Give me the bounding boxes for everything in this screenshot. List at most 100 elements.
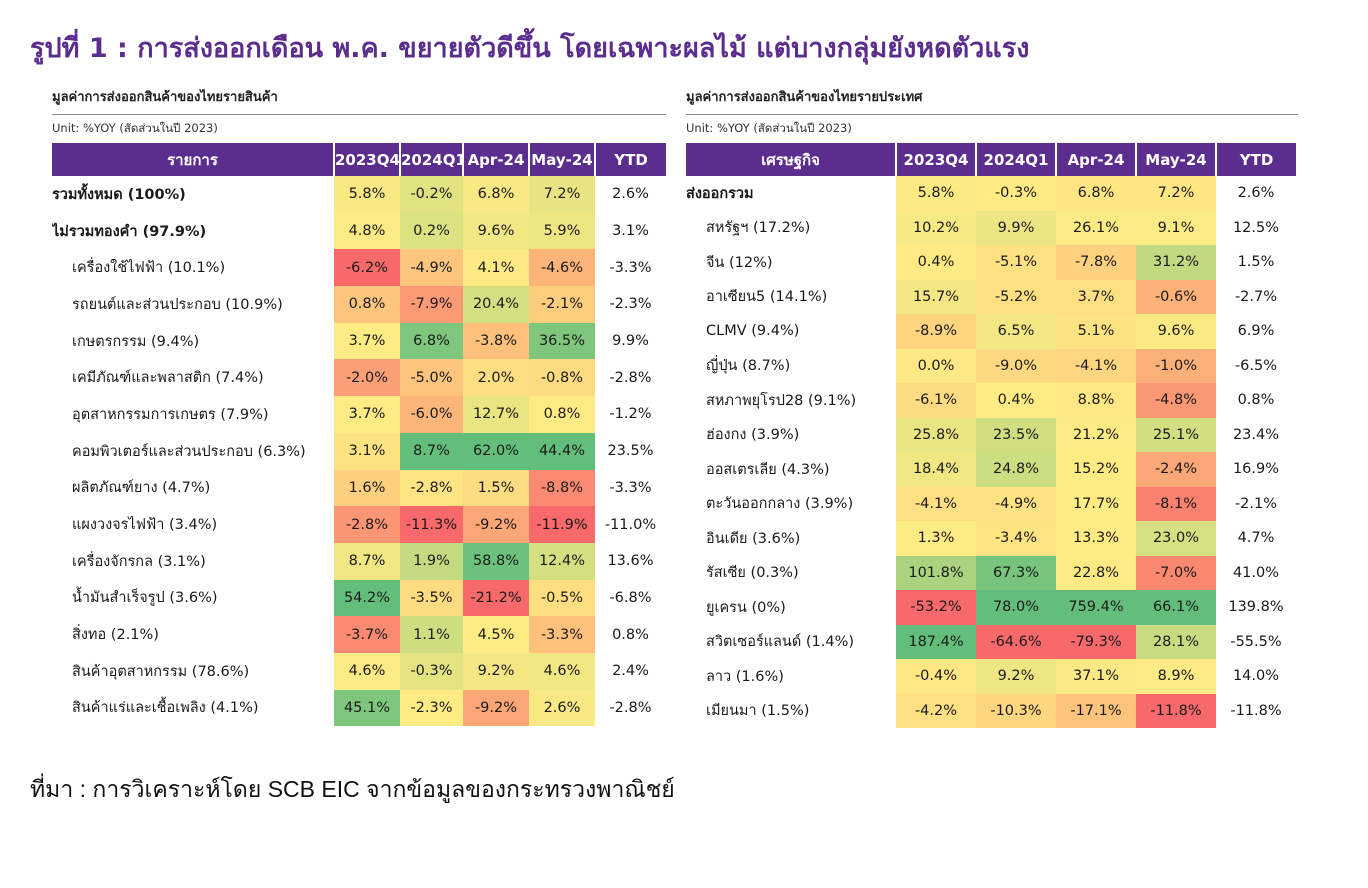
heat-cell: 0.8%: [334, 286, 400, 323]
heat-cell: 23.5%: [976, 417, 1056, 452]
row-label: รถยนต์และส่วนประกอบ (10.9%): [72, 296, 283, 313]
column-header: เศรษฐกิจ: [686, 143, 897, 176]
column-header: 2023Q4: [896, 143, 977, 176]
row-label: ส่งออกรวม: [686, 185, 754, 202]
heat-cell: 8.7%: [400, 432, 463, 470]
row-label: สหรัฐฯ (17.2%): [706, 220, 811, 237]
heat-cell: 7.2%: [1136, 176, 1216, 211]
row-label: เกษตรกรรม (9.4%): [72, 333, 200, 350]
heat-cell: -4.2%: [896, 693, 976, 728]
ytd-cell: 13.6%: [595, 542, 666, 580]
ytd-cell: 4.7%: [1216, 521, 1296, 556]
product-heat-table: รายการ 2023Q4 2024Q1 Apr-24 May-24 YTD รวมทั้ง…: [52, 143, 666, 727]
heat-cell: 54.2%: [334, 579, 400, 617]
heat-cell: -6.2%: [334, 249, 400, 287]
heat-cell: 6.8%: [463, 176, 529, 213]
table-row: แผงวงจรไฟฟ้า (3.4%) -2.8% -11.3% -9.2% -11.9…: [52, 506, 666, 543]
heat-cell: -53.2%: [896, 590, 976, 625]
column-header: May-24: [1136, 143, 1217, 176]
heat-cell: 4.8%: [334, 212, 400, 250]
ytd-cell: 139.8%: [1216, 590, 1296, 625]
heat-cell: -2.4%: [1136, 452, 1216, 487]
product-table-divider: [52, 114, 666, 115]
table-row: เคมีภัณฑ์และพลาสติก (7.4%) -2.0% -5.0% 2.0%…: [52, 359, 666, 397]
heat-cell: 5.1%: [1056, 314, 1136, 349]
table-row: ส่งออกรวม 5.8% -0.3% 6.8% 7.2% 2.6%: [686, 176, 1296, 211]
heat-cell: 5.9%: [529, 212, 595, 250]
table-row: อินเดีย (3.6%) 1.3% -3.4% 13.3% 23.0% 4.7%: [686, 521, 1296, 556]
table-row: สหรัฐฯ (17.2%) 10.2% 9.9% 26.1% 9.1% 12.5%: [686, 210, 1296, 245]
heat-cell: -6.0%: [400, 396, 463, 433]
row-label: อุตสาหกรรมการเกษตร (7.9%): [72, 406, 269, 423]
table-row: น้ำมันสำเร็จรูป (3.6%) 54.2% -3.5% -21.2% -0…: [52, 579, 666, 617]
heat-cell: 62.0%: [463, 432, 529, 470]
heat-cell: -3.5%: [400, 579, 463, 617]
ytd-cell: -2.8%: [595, 689, 666, 727]
heat-cell: -7.8%: [1056, 245, 1136, 280]
table-row: สินค้าอุตสาหกรรม (78.6%) 4.6% -0.3% 9.2% 4.6…: [52, 652, 666, 690]
heat-cell: 3.7%: [334, 322, 400, 360]
heat-cell: 25.1%: [1136, 417, 1216, 452]
heat-cell: 9.2%: [463, 652, 529, 690]
ytd-cell: 2.4%: [595, 652, 666, 690]
ytd-cell: 0.8%: [595, 616, 666, 653]
row-label: เครื่องจักรกล (3.1%): [72, 553, 206, 570]
row-label: ฮ่องกง (3.9%): [706, 427, 800, 444]
heat-cell: 1.1%: [400, 616, 463, 653]
ytd-cell: -6.8%: [595, 579, 666, 617]
heat-cell: -5.2%: [976, 279, 1056, 314]
heat-cell: 0.4%: [976, 383, 1056, 418]
table-row: ญี่ปุ่น (8.7%) 0.0% -9.0% -4.1% -1.0% -6.5%: [686, 348, 1296, 383]
heat-cell: -0.8%: [529, 359, 595, 397]
ytd-cell: 3.1%: [595, 212, 666, 250]
row-label: อินเดีย (3.6%): [706, 530, 801, 547]
heat-cell: 12.7%: [463, 396, 529, 433]
column-header: 2023Q4: [334, 143, 401, 176]
heat-cell: -11.8%: [1136, 693, 1216, 728]
ytd-cell: -11.8%: [1216, 693, 1296, 728]
row-label: ออสเตรเลีย (4.3%): [706, 461, 830, 478]
row-label: เคมีภัณฑ์และพลาสติก (7.4%): [72, 370, 264, 387]
figure-title: รูปที่ 1 : การส่งออกเดือน พ.ค. ขยายตัวดี…: [30, 33, 1030, 64]
table-row: ผลิตภัณฑ์ยาง (4.7%) 1.6% -2.8% 1.5% -8.8% -3.…: [52, 469, 666, 507]
row-label: ยูเครน (0%): [706, 599, 786, 616]
table-row: เครื่องจักรกล (3.1%) 8.7% 1.9% 58.8% 12.4% 13…: [52, 542, 666, 580]
ytd-cell: 23.5%: [595, 432, 666, 470]
heat-cell: -9.2%: [463, 506, 529, 543]
row-label: อาเซียน5 (14.1%): [706, 289, 828, 306]
heat-cell: 8.8%: [1056, 383, 1136, 418]
heat-cell: -17.1%: [1056, 693, 1136, 728]
row-label: จีน (12%): [706, 254, 773, 271]
heat-cell: -0.6%: [1136, 279, 1216, 314]
column-header: Apr-24: [463, 143, 530, 176]
heat-cell: 9.6%: [1136, 314, 1216, 349]
table-row: ยูเครน (0%) -53.2% 78.0% 759.4% 66.1% 139.8%: [686, 590, 1296, 625]
heat-cell: -0.3%: [976, 176, 1056, 211]
table-row: ลาว (1.6%) -0.4% 9.2% 37.1% 8.9% 14.0%: [686, 659, 1296, 694]
heat-cell: 4.6%: [529, 652, 595, 690]
heat-cell: 9.2%: [976, 659, 1056, 694]
heat-cell: -0.3%: [400, 652, 463, 690]
table-row: ตะวันออกกลาง (3.9%) -4.1% -4.9% 17.7% -8.1% -…: [686, 486, 1296, 521]
table-row: CLMV (9.4%) -8.9% 6.5% 5.1% 9.6% 6.9%: [686, 314, 1296, 349]
row-label: ไม่รวมทองคำ (97.9%): [52, 223, 207, 240]
heat-cell: 44.4%: [529, 432, 595, 470]
row-label: ผลิตภัณฑ์ยาง (4.7%): [72, 480, 211, 497]
ytd-cell: -1.2%: [595, 396, 666, 433]
country-table-divider: [686, 114, 1298, 115]
heat-cell: 22.8%: [1056, 555, 1136, 590]
heat-cell: 9.9%: [976, 210, 1056, 245]
row-label: ลาว (1.6%): [706, 668, 784, 685]
heat-cell: -1.0%: [1136, 348, 1216, 383]
row-label: CLMV (9.4%): [706, 323, 800, 340]
heat-cell: -11.9%: [529, 506, 595, 543]
heat-cell: -3.7%: [334, 616, 400, 653]
product-table-unit: Unit: %YOY (สัดส่วนในปี 2023): [52, 121, 218, 135]
table-row: ออสเตรเลีย (4.3%) 18.4% 24.8% 15.2% -2.4% 16.…: [686, 452, 1296, 487]
column-header: 2024Q1: [976, 143, 1057, 176]
heat-cell: -11.3%: [400, 506, 463, 543]
heat-cell: 6.8%: [400, 322, 463, 360]
row-label: รวมทั้งหมด (100%): [52, 186, 186, 203]
heat-cell: 5.8%: [896, 176, 976, 211]
ytd-cell: -3.3%: [595, 249, 666, 287]
